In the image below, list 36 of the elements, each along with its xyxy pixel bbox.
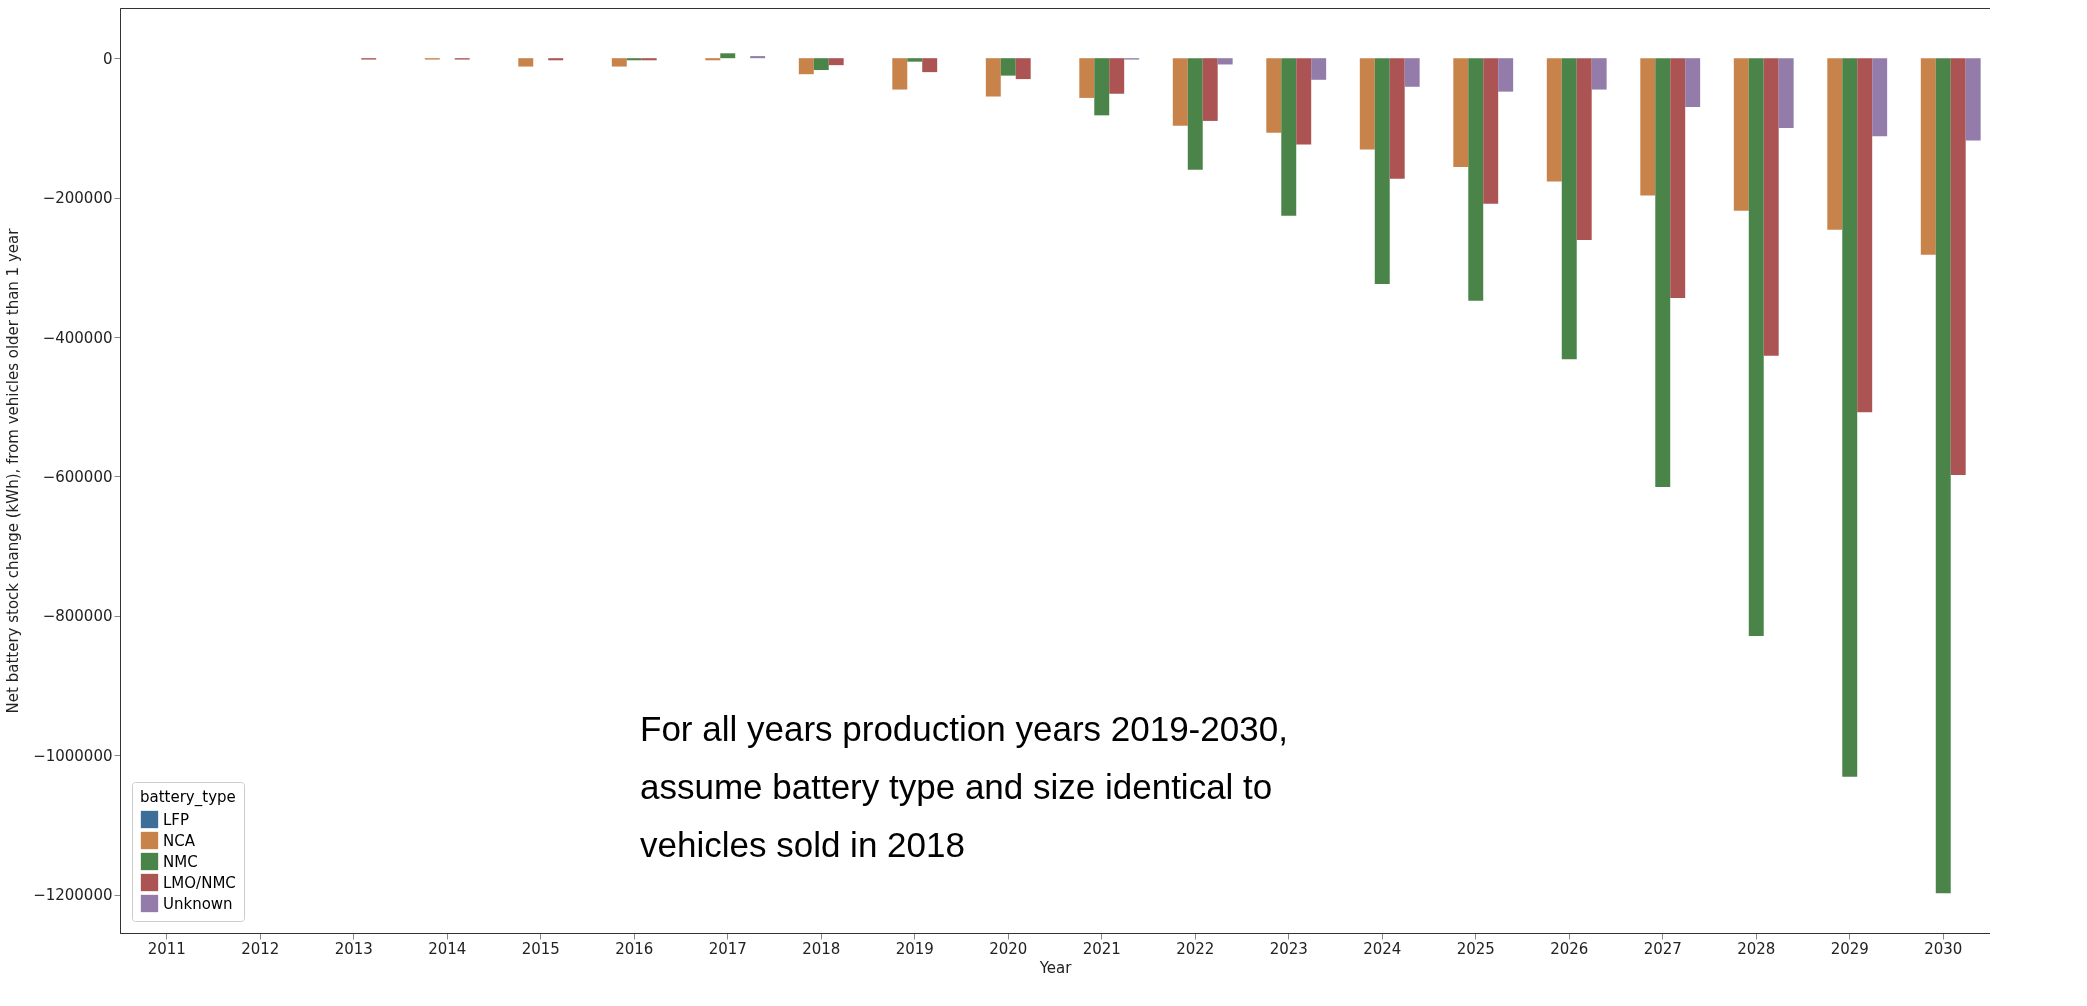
x-tick-label: 2012 bbox=[241, 939, 280, 958]
x-tick-label: 2026 bbox=[1550, 939, 1589, 958]
x-tick-label: 2022 bbox=[1176, 939, 1215, 958]
x-tick-label: 2015 bbox=[521, 939, 560, 958]
legend-title: battery_type bbox=[140, 788, 236, 807]
annotation: For all years production years 2019-2030, assume battery type and size identical to vehicles sold in 2018 bbox=[640, 709, 1288, 864]
x-tick-label: 2016 bbox=[615, 939, 654, 958]
x-tick-label: 2017 bbox=[708, 939, 747, 958]
y-tick-label: −400000 bbox=[42, 328, 113, 347]
x-tick-label: 2027 bbox=[1643, 939, 1682, 958]
y-tick-label: −200000 bbox=[42, 189, 113, 208]
x-axis-title: Year bbox=[1038, 958, 1073, 977]
y-tick-label: 0 bbox=[102, 49, 113, 68]
x-tick-label: 2011 bbox=[147, 939, 186, 958]
x-tick-label: 2023 bbox=[1269, 939, 1308, 958]
x-tick-label: 2028 bbox=[1737, 939, 1776, 958]
y-tick-label: −1200000 bbox=[33, 886, 113, 905]
legend-label: LFP bbox=[163, 810, 190, 829]
x-tick-label: 2018 bbox=[802, 939, 841, 958]
x-tick-label: 2019 bbox=[895, 939, 934, 958]
legend-label: Unknown bbox=[163, 894, 233, 913]
x-tick-label: 2029 bbox=[1830, 939, 1869, 958]
y-tick-label: −1000000 bbox=[33, 746, 113, 765]
legend-label: NMC bbox=[163, 852, 198, 871]
legend-label: NCA bbox=[163, 831, 196, 850]
x-tick-label: 2014 bbox=[428, 939, 467, 958]
x-tick-label: 2020 bbox=[989, 939, 1028, 958]
x-tick-label: 2024 bbox=[1363, 939, 1402, 958]
x-tick-label: 2025 bbox=[1456, 939, 1495, 958]
y-tick-label: −600000 bbox=[42, 467, 113, 486]
y-tick-label: −800000 bbox=[42, 607, 113, 626]
legend-label: LMO/NMC bbox=[163, 873, 236, 892]
x-tick-label: 2013 bbox=[334, 939, 373, 958]
y-axis-title: Net battery stock change (kWh), from vehicles older than 1 year bbox=[4, 227, 23, 714]
x-tick-label: 2021 bbox=[1082, 939, 1121, 958]
x-tick-label: 2030 bbox=[1924, 939, 1963, 958]
